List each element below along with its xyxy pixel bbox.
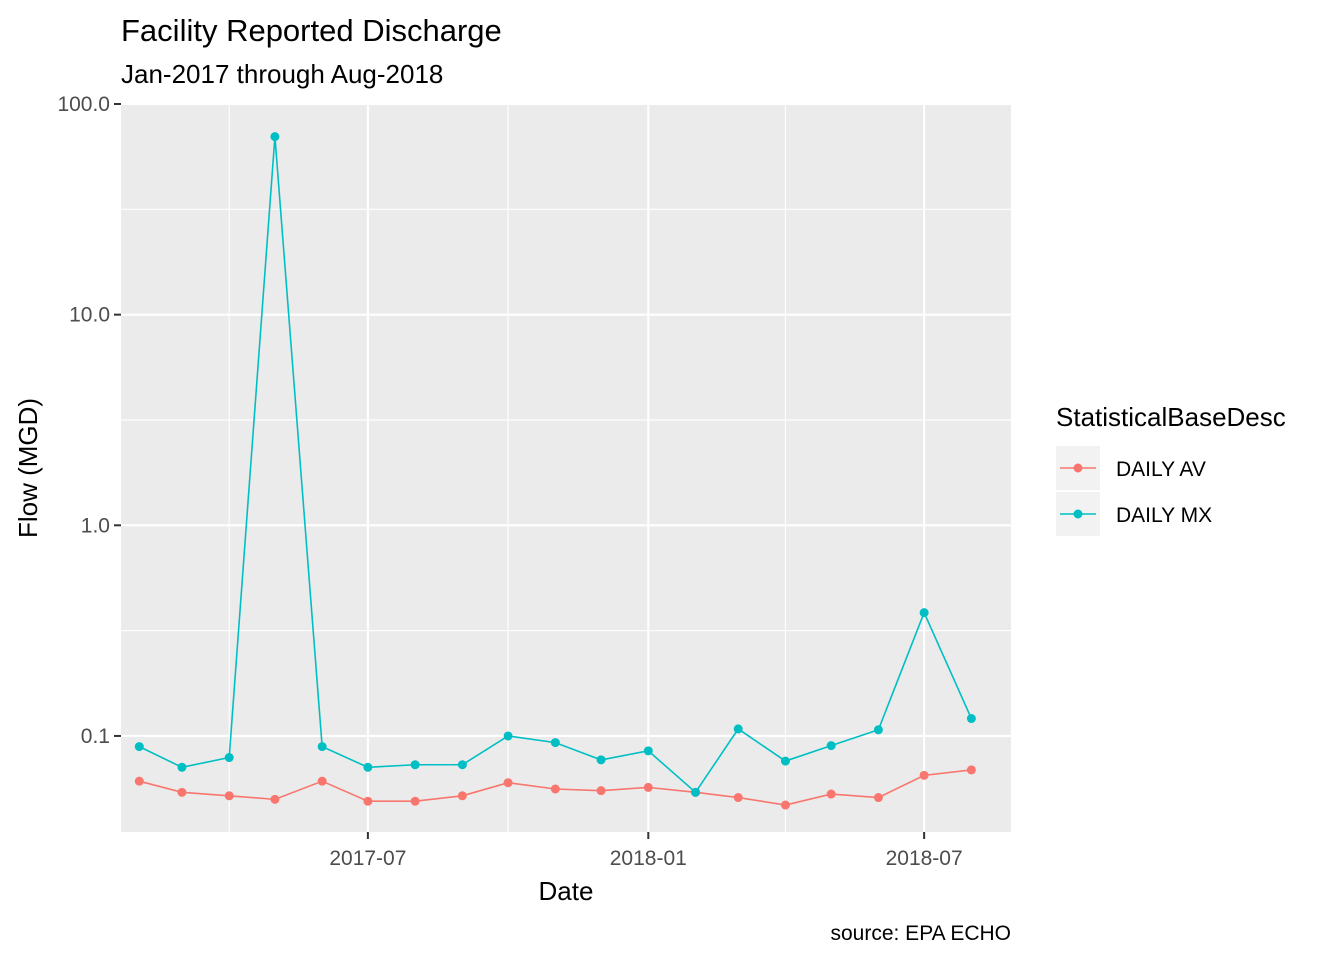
legend-label: DAILY AV [1116, 458, 1206, 481]
data-point-daily-av [177, 787, 187, 797]
plot-panel [121, 104, 1011, 832]
data-point-daily-av [503, 778, 513, 788]
data-point-daily-av [550, 784, 560, 794]
legend-title: StatisticalBaseDesc [1056, 402, 1286, 432]
data-point-daily-av [363, 796, 373, 806]
data-point-daily-av [826, 789, 836, 799]
data-point-daily-av [224, 791, 234, 801]
data-point-daily-mx [691, 787, 701, 797]
data-point-daily-av [966, 765, 976, 775]
legend-item-daily-av: DAILY AV [1056, 446, 1206, 490]
data-point-daily-mx [596, 755, 606, 765]
data-point-daily-mx [550, 738, 560, 748]
data-point-daily-av [733, 793, 743, 803]
data-point-daily-mx [363, 762, 373, 772]
data-point-daily-av [780, 800, 790, 810]
data-point-daily-mx [317, 742, 327, 752]
legend-item-daily-mx: DAILY MX [1056, 492, 1212, 536]
data-point-daily-av [457, 791, 467, 801]
y-axis-title: Flow (MGD) [13, 398, 43, 538]
data-point-daily-mx [503, 731, 513, 741]
data-point-daily-mx [643, 746, 653, 756]
x-tick-label: 2017-07 [329, 847, 406, 870]
data-point-daily-av [134, 776, 144, 786]
data-point-daily-mx [457, 760, 467, 770]
data-point-daily-mx [873, 725, 883, 735]
data-point-daily-mx [780, 756, 790, 766]
data-point-daily-mx [134, 742, 144, 752]
data-point-daily-mx [826, 741, 836, 751]
data-point-daily-mx [410, 760, 420, 770]
data-point-daily-mx [966, 714, 976, 724]
data-point-daily-av [596, 786, 606, 796]
chart-subtitle: Jan-2017 through Aug-2018 [121, 59, 443, 89]
legend-items: DAILY AV DAILY MX [1056, 446, 1212, 536]
legend-key-point [1073, 463, 1083, 473]
data-point-daily-mx [177, 762, 187, 772]
series-layer [134, 132, 976, 810]
x-tick-label: 2018-07 [886, 847, 963, 870]
data-point-daily-av [270, 794, 280, 804]
y-tick-label: 100.0 [57, 93, 110, 116]
data-point-daily-mx [224, 753, 234, 763]
chart-caption: source: EPA ECHO [830, 922, 1011, 945]
major-gridlines [121, 102, 1011, 832]
x-axis-title: Date [539, 876, 594, 906]
legend: StatisticalBaseDesc DAILY AV DAILY MX [1056, 402, 1286, 536]
data-point-daily-av [410, 796, 420, 806]
data-point-daily-av [643, 782, 653, 792]
y-axis: 0.1 1.0 10.0 100.0 [57, 93, 121, 748]
data-point-daily-av [919, 770, 929, 780]
y-tick-label: 10.0 [69, 304, 110, 327]
legend-label: DAILY MX [1116, 504, 1212, 527]
y-tick-label: 1.0 [81, 514, 110, 537]
data-point-daily-av [873, 793, 883, 803]
legend-key-point [1073, 509, 1083, 519]
data-point-daily-mx [270, 132, 280, 142]
x-tick-label: 2018-01 [610, 847, 687, 870]
data-point-daily-mx [733, 724, 743, 734]
y-tick-label: 0.1 [81, 725, 110, 748]
chart-title: Facility Reported Discharge [121, 13, 502, 48]
data-point-daily-av [317, 776, 327, 786]
x-axis: 2017-07 2018-01 2018-07 [329, 832, 963, 870]
data-point-daily-mx [919, 608, 929, 618]
